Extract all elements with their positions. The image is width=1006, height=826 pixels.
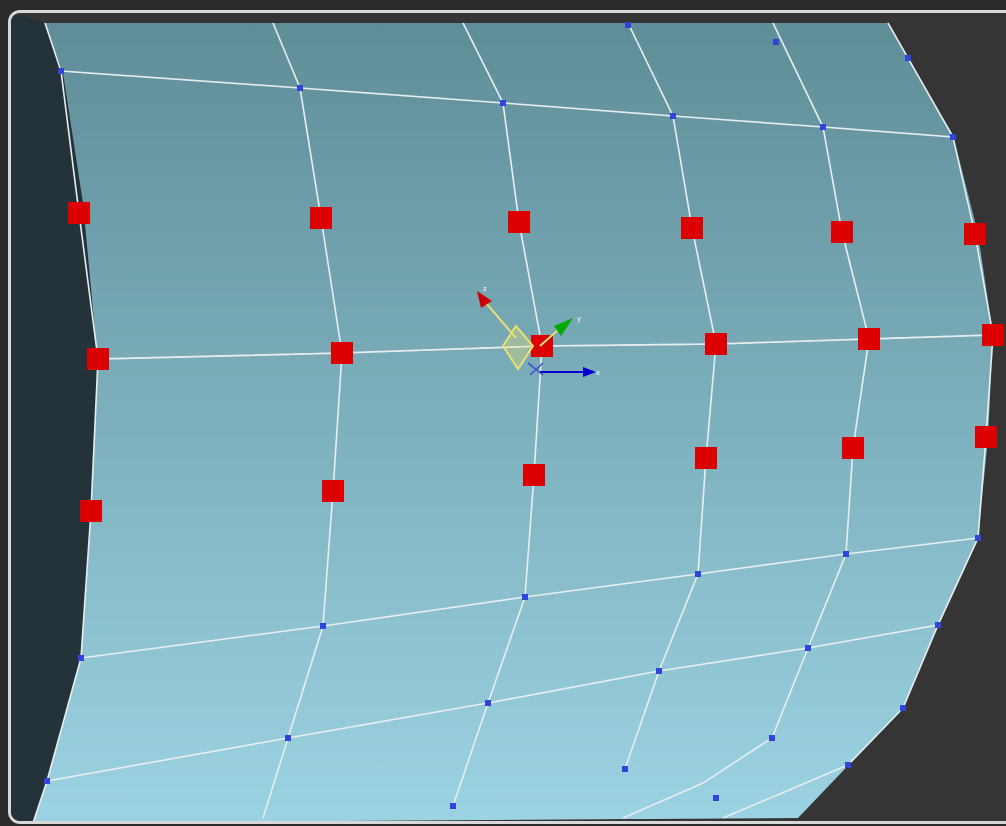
mesh-surface[interactable] [33,23,993,823]
mesh-edge-row [80,537,979,659]
vertex[interactable] [713,795,719,801]
mesh-edge-row [60,70,954,138]
vertex[interactable] [845,762,851,768]
mesh-edge-column [624,22,717,770]
mesh-edge-row [46,624,939,782]
mesh-wireframe [32,22,994,821]
vertex[interactable] [975,535,981,541]
selected-vertex[interactable] [80,500,102,522]
vertex[interactable] [625,22,631,28]
vertex[interactable] [450,803,456,809]
selected-vertex[interactable] [322,480,344,502]
selected-vertex[interactable] [858,328,880,350]
vertex[interactable] [78,655,84,661]
selected-vertex[interactable] [975,426,997,448]
gizmo-z-label: z [483,285,487,293]
selected-vertex[interactable] [523,464,545,486]
mesh-edge-column [771,22,870,739]
move-gizmo[interactable]: x y z [477,285,600,377]
mesh-edge-column [622,737,773,819]
gizmo-y-axis[interactable] [539,329,559,347]
mesh-edge-column [887,22,994,709]
gizmo-y-arrow[interactable] [554,318,573,336]
mesh-edge-row [97,334,994,360]
vertex[interactable] [285,735,291,741]
mesh-edge-column [32,22,99,821]
vertex[interactable] [805,645,811,651]
selected-vertex[interactable] [705,333,727,355]
vertex[interactable] [622,766,628,772]
selected-vertex[interactable] [68,202,90,224]
vertex[interactable] [935,622,941,628]
selected-vertex[interactable] [695,447,717,469]
vertex[interactable] [769,735,775,741]
gizmo-center-2 [529,362,544,376]
vertex[interactable] [500,100,506,106]
selected-vertex[interactable] [508,211,530,233]
vertex[interactable] [297,85,303,91]
vertex[interactable] [905,55,911,61]
selected-vertex[interactable] [964,223,986,245]
vertex[interactable] [656,668,662,674]
vertex[interactable] [44,778,50,784]
viewport-3d[interactable]: x y z [8,10,1006,824]
mesh-scene[interactable]: x y z [11,13,1006,823]
mesh-edge-column [262,22,343,819]
selected-vertex[interactable] [87,348,109,370]
gizmo-x-label: x [596,369,600,377]
mesh-vertices[interactable] [44,22,981,809]
gizmo-y-label: y [577,315,581,323]
vertex[interactable] [900,705,906,711]
vertex[interactable] [820,124,826,130]
vertex[interactable] [522,594,528,600]
vertex[interactable] [670,113,676,119]
vertex[interactable] [773,39,779,45]
gizmo-z-arrow[interactable] [477,291,492,308]
gizmo-plane-fill [503,326,533,369]
selected-vertex[interactable] [331,342,353,364]
selected-vertex[interactable] [842,437,864,459]
vertex[interactable] [320,623,326,629]
vertex[interactable] [950,134,956,140]
vertex[interactable] [485,700,491,706]
mesh-edge-column [452,22,543,807]
selected-vertex[interactable] [310,207,332,229]
selected-vertex[interactable] [982,324,1004,346]
selected-vertex[interactable] [681,217,703,239]
gizmo-x-arrow[interactable] [583,367,596,377]
gizmo-z-axis[interactable] [485,302,517,339]
vertex[interactable] [843,551,849,557]
vertex[interactable] [58,68,64,74]
vertex[interactable] [695,571,701,577]
selected-vertex[interactable] [831,221,853,243]
